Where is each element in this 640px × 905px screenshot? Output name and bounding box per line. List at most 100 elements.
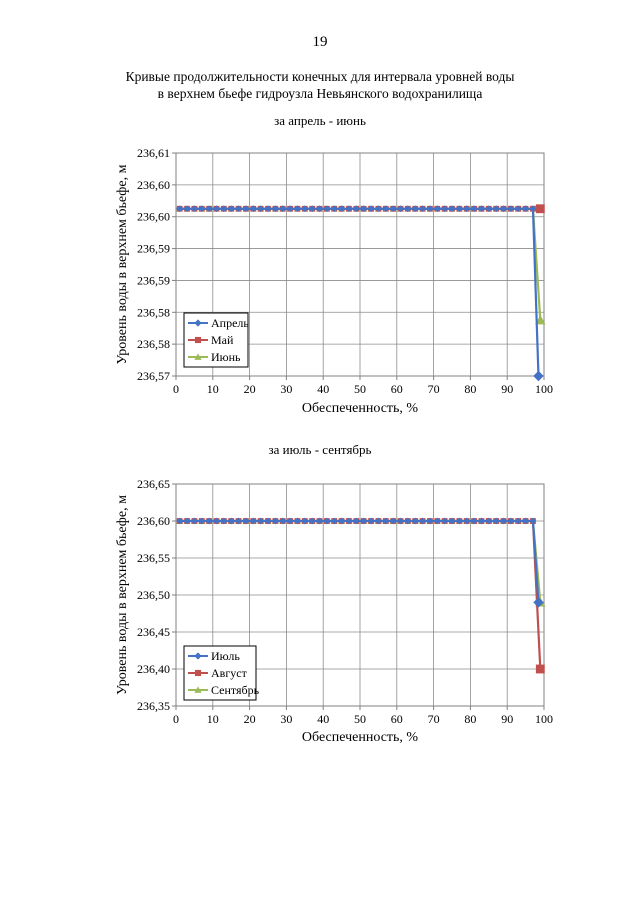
x-tick-label: 0 (173, 712, 179, 726)
data-point (419, 205, 426, 213)
data-point (257, 205, 265, 213)
x-axis-label: Обеспеченность, % (302, 730, 418, 745)
data-point (352, 517, 360, 525)
x-tick-label: 50 (354, 712, 366, 726)
data-point (419, 517, 426, 525)
data-point (485, 205, 493, 213)
chart-april-june: 236,57 236,58 236,58 236,59 236,59 236,60 236,… (115, 146, 553, 416)
legend-swatch-marker (194, 669, 202, 677)
data-point (533, 597, 544, 608)
data-point (441, 517, 449, 525)
data-point (220, 517, 228, 525)
y-tick-label: 236,65 (137, 477, 170, 491)
y-tick-label: 236,40 (137, 662, 170, 676)
x-tick-label: 10 (207, 712, 219, 726)
x-tick-label: 70 (428, 382, 440, 396)
y-tick-label: 236,57 (137, 369, 170, 383)
data-point (198, 205, 206, 213)
x-tick-label: 0 (173, 382, 179, 396)
legend-swatch-marker (194, 336, 202, 344)
data-point (286, 205, 294, 213)
data-point (323, 517, 331, 525)
data-point (522, 517, 529, 525)
y-tick-label: 236,35 (137, 699, 170, 713)
data-point (176, 205, 184, 213)
data-point (448, 517, 456, 525)
legend: Июль Август Сентябрь (183, 645, 260, 701)
legend-label: Апрель (211, 316, 249, 330)
series-1 (176, 517, 544, 608)
data-point (411, 517, 419, 525)
data-point (533, 370, 544, 382)
y-tick-label: 236,59 (137, 273, 170, 287)
data-point (514, 517, 522, 525)
data-point (397, 205, 404, 213)
data-point (507, 517, 515, 525)
x-tick-label: 100 (535, 382, 553, 396)
legend-label: Май (211, 333, 234, 347)
data-point (470, 517, 478, 525)
data-point (213, 517, 220, 525)
data-point (338, 205, 345, 213)
legend-swatch-marker (194, 686, 202, 693)
data-point (507, 205, 515, 213)
data-point (367, 517, 375, 525)
x-tick-label: 20 (244, 382, 256, 396)
data-point (478, 517, 485, 525)
y-axis-label: Уровень воды в верхнем бьефе, м (115, 495, 130, 695)
x-tick-label: 10 (207, 382, 219, 396)
data-point (455, 205, 463, 213)
data-point (389, 205, 397, 213)
chart-july-september: 236,35 236,40 236,45 236,50 236,55 236,60 236,… (115, 477, 553, 745)
data-point (257, 517, 265, 525)
data-point (301, 205, 309, 213)
data-point (411, 205, 419, 213)
y-tick-label: 236,59 (137, 242, 170, 256)
legend-swatch-marker (194, 652, 202, 660)
x-tick-label: 90 (501, 712, 513, 726)
y-tick-label: 236,60 (137, 514, 170, 528)
document-title-line-2: в верхнем бьефе гидроузла Невьянского во… (157, 86, 483, 101)
data-point (213, 205, 220, 213)
legend: Апрель Май Июнь (183, 312, 249, 368)
data-point (183, 205, 191, 213)
x-axis-label: Обеспеченность, % (302, 401, 418, 416)
data-point (271, 517, 279, 525)
y-tick-label: 236,58 (137, 337, 170, 351)
y-tick-label: 236,45 (137, 625, 170, 639)
data-point (382, 205, 390, 213)
data-point (198, 517, 206, 525)
data-point (191, 205, 198, 213)
data-point (191, 517, 198, 525)
data-point (330, 205, 338, 213)
legend-label: Июнь (211, 350, 241, 364)
legend-swatch-marker (194, 319, 202, 327)
x-tick-label: 20 (244, 712, 256, 726)
data-point (492, 205, 500, 213)
data-point (433, 205, 441, 213)
data-point (279, 517, 287, 525)
data-point (352, 205, 360, 213)
y-tick-label: 236,58 (137, 305, 170, 319)
data-point (404, 205, 412, 213)
data-point (500, 205, 507, 213)
x-tick-label: 40 (317, 712, 329, 726)
data-point (463, 205, 471, 213)
y-tick-label: 236,55 (137, 551, 170, 565)
x-tick-label: 60 (391, 382, 403, 396)
legend-swatch-marker (194, 353, 202, 360)
document-title-line-1: Кривые продолжительности конечных для ин… (125, 69, 515, 84)
data-point (426, 205, 434, 213)
x-tick-label: 90 (501, 382, 513, 396)
y-tick-label: 236,60 (137, 178, 170, 192)
data-point (345, 205, 353, 213)
data-point (235, 205, 242, 213)
data-point (264, 517, 272, 525)
page-number: 19 (312, 34, 328, 50)
x-tick-label: 100 (535, 712, 553, 726)
y-axis-label: Уровень воды в верхнем бьефе, м (115, 164, 130, 364)
data-point (529, 205, 537, 213)
data-point (529, 517, 537, 525)
data-point (338, 517, 345, 525)
series-1 (176, 205, 544, 382)
